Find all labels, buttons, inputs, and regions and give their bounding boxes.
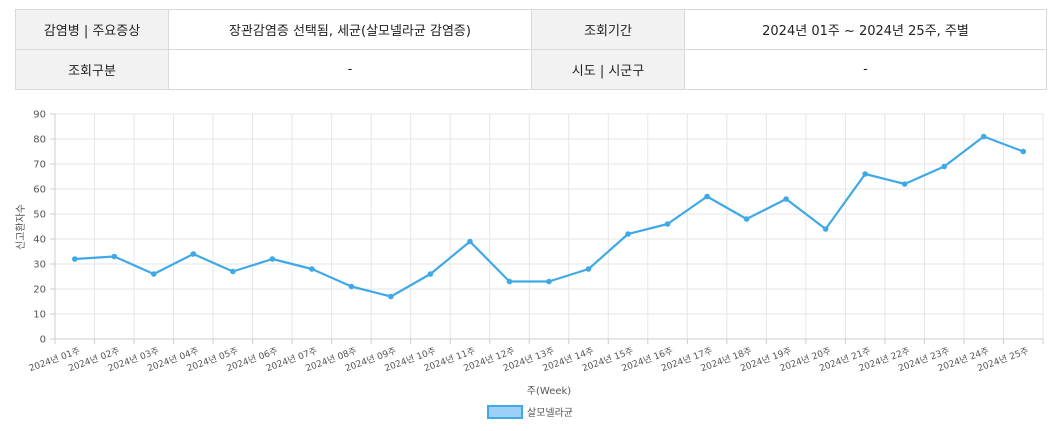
data-point[interactable] xyxy=(822,226,829,232)
region-value: - xyxy=(684,49,1047,90)
y-tick-label: 50 xyxy=(33,210,46,221)
data-point[interactable] xyxy=(388,293,394,300)
y-tick-label: 60 xyxy=(33,185,46,196)
data-point[interactable] xyxy=(901,181,908,187)
period-label: 조회기간 xyxy=(531,9,685,50)
series-line xyxy=(74,135,1024,298)
data-point[interactable] xyxy=(269,256,276,262)
data-point[interactable] xyxy=(625,231,631,237)
info-row-2: 조회구분 - 시도 | 시군구 - xyxy=(15,49,1047,90)
data-point[interactable] xyxy=(427,271,434,277)
axes xyxy=(50,113,1044,344)
data-point[interactable] xyxy=(941,163,947,170)
data-point[interactable] xyxy=(151,271,157,277)
y-tick-label: 20 xyxy=(33,285,46,296)
y-tick-label: 30 xyxy=(33,260,46,271)
query-info-table: 감염병 | 주요증상 장관감염증 선택됨, 세균(살모넬라균 감염증) 조회기간… xyxy=(15,9,1047,90)
data-point[interactable] xyxy=(230,268,236,275)
data-point[interactable] xyxy=(111,253,118,260)
period-value: 2024년 01주 ~ 2024년 25주, 주별 xyxy=(684,9,1047,50)
legend-swatch xyxy=(487,405,523,419)
data-point[interactable] xyxy=(348,283,355,290)
y-tick-label: 90 xyxy=(33,110,46,121)
y-tick-label: 40 xyxy=(33,235,46,246)
category-label: 조회구분 xyxy=(15,49,169,90)
x-axis-label: 주(Week) xyxy=(527,386,571,397)
region-label: 시도 | 시군구 xyxy=(531,49,685,90)
data-point[interactable] xyxy=(190,251,197,257)
y-tick-label: 70 xyxy=(33,160,46,171)
data-point[interactable] xyxy=(783,196,789,202)
data-point[interactable] xyxy=(980,133,987,140)
data-point[interactable] xyxy=(71,256,78,262)
data-point[interactable] xyxy=(309,266,315,272)
info-row-1: 감염병 | 주요증상 장관감염증 선택됨, 세균(살모넬라균 감염증) 조회기간… xyxy=(15,9,1047,50)
data-point[interactable] xyxy=(467,238,473,245)
disease-label: 감염병 | 주요증상 xyxy=(15,9,169,50)
y-axis-label: 신고환자수 xyxy=(15,204,27,250)
grid-lines xyxy=(54,113,1044,340)
data-point[interactable] xyxy=(546,278,552,285)
legend[interactable]: 살모넬라균 xyxy=(487,405,573,419)
data-point[interactable] xyxy=(585,266,592,272)
disease-value: 장관감염증 선택됨, 세균(살모넬라균 감염증) xyxy=(168,9,532,50)
data-point[interactable] xyxy=(862,171,868,177)
data-point[interactable] xyxy=(1020,148,1027,155)
y-tick-labels: 0 10 20 30 40 50 60 70 80 90 xyxy=(33,110,46,346)
legend-label: 살모넬라균 xyxy=(527,407,573,419)
y-tick-label: 10 xyxy=(33,310,46,321)
data-point[interactable] xyxy=(664,221,671,227)
data-point[interactable] xyxy=(743,216,750,222)
series-line-group xyxy=(71,133,1027,300)
category-value: - xyxy=(168,49,532,90)
data-point[interactable] xyxy=(506,278,513,285)
y-tick-label: 80 xyxy=(33,135,46,146)
data-point[interactable] xyxy=(704,193,710,200)
y-tick-label: 0 xyxy=(40,335,46,346)
chart-container: 0 10 20 30 40 50 60 70 80 90 2024년 01주 2024년 02주 20… xyxy=(0,100,1055,427)
